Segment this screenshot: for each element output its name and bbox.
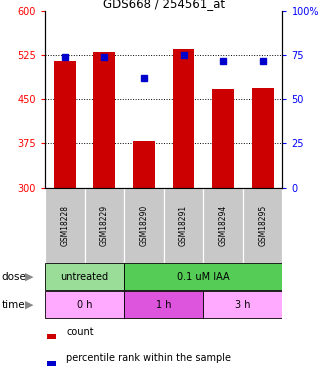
Text: GSM18228: GSM18228: [60, 204, 69, 246]
Bar: [45, 263, 124, 290]
Text: 1 h: 1 h: [156, 300, 171, 310]
Bar: [212, 89, 234, 188]
Text: GSM18295: GSM18295: [258, 204, 267, 246]
Text: untreated: untreated: [60, 272, 108, 282]
Text: time: time: [2, 300, 25, 310]
Text: ▶: ▶: [25, 300, 33, 310]
Text: dose: dose: [2, 272, 26, 282]
Bar: [203, 291, 282, 318]
Title: GDS668 / 254561_at: GDS668 / 254561_at: [103, 0, 225, 10]
Bar: [45, 291, 124, 318]
Bar: [84, 188, 124, 262]
Bar: [243, 188, 282, 262]
Text: GSM18229: GSM18229: [100, 204, 109, 246]
Bar: [47, 334, 56, 339]
Bar: [93, 53, 115, 188]
Bar: [164, 188, 203, 262]
Text: count: count: [66, 327, 94, 337]
Text: GSM18290: GSM18290: [139, 204, 148, 246]
Text: ▶: ▶: [25, 272, 33, 282]
Text: 0 h: 0 h: [77, 300, 92, 310]
Bar: [124, 263, 282, 290]
Bar: [47, 362, 56, 366]
Bar: [124, 188, 164, 262]
Bar: [54, 61, 76, 188]
Bar: [203, 188, 243, 262]
Bar: [173, 50, 195, 188]
Bar: [252, 88, 273, 188]
Text: 3 h: 3 h: [235, 300, 251, 310]
Bar: [45, 188, 84, 262]
Text: GSM18291: GSM18291: [179, 204, 188, 246]
Text: percentile rank within the sample: percentile rank within the sample: [66, 353, 231, 363]
Text: 0.1 uM IAA: 0.1 uM IAA: [177, 272, 230, 282]
Text: GSM18294: GSM18294: [219, 204, 228, 246]
Bar: [133, 141, 155, 188]
Bar: [124, 291, 203, 318]
